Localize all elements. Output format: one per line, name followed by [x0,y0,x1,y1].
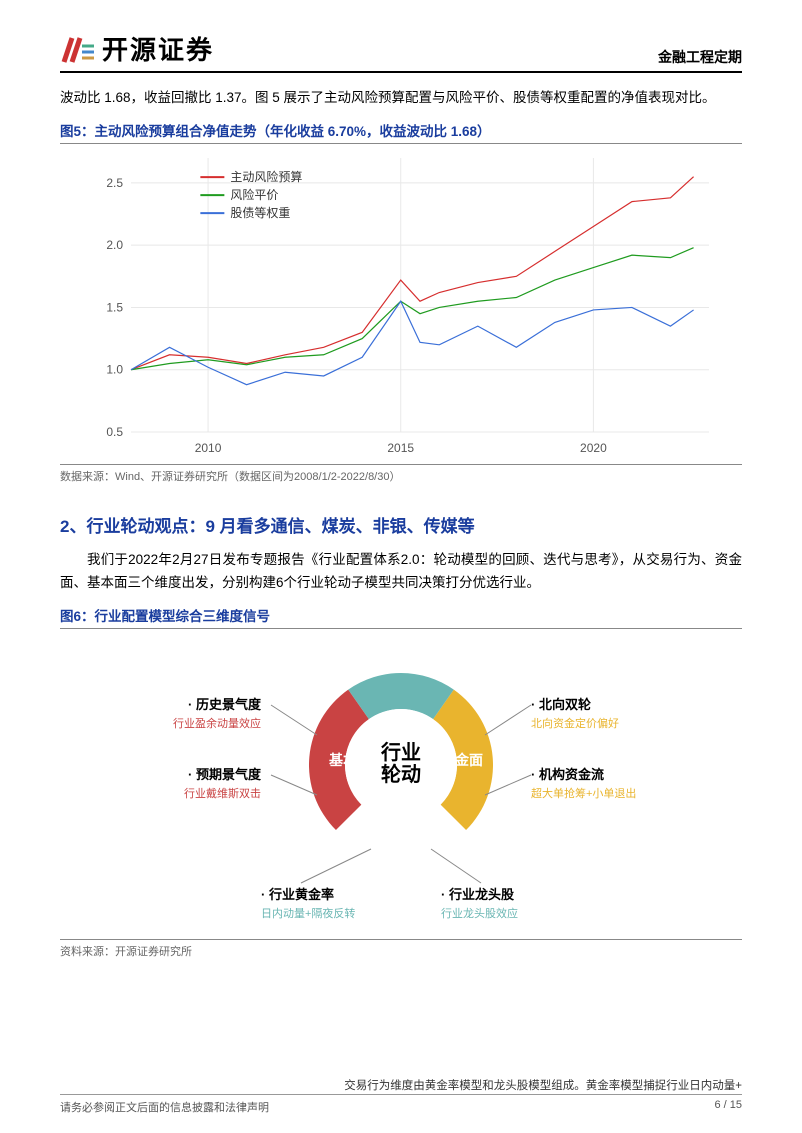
svg-text:2.0: 2.0 [106,238,123,252]
section2-heading: 2、行业轮动观点：9 月看多通信、煤炭、非银、传媒等 [60,512,742,537]
logo: 开源证券 [60,30,214,67]
fig6-source: 资料来源：开源证券研究所 [60,939,742,959]
svg-text:0.5: 0.5 [106,425,123,439]
svg-text:股债等权重: 股债等权重 [230,206,290,220]
fig5-title: 图5：主动风险预算组合净值走势（年化收益 6.70%，收益波动比 1.68） [60,120,742,144]
footer-pagenum: 6 / 15 [714,1099,742,1115]
fig5-source: 数据来源：Wind、开源证券研究所（数据区间为2008/1/2-2022/8/3… [60,464,742,484]
svg-text:2020: 2020 [580,441,607,455]
fig6-title: 图6：行业配置模型综合三维度信号 [60,605,742,629]
donut-center-label: 行业轮动 [381,742,421,786]
svg-text:2010: 2010 [195,441,222,455]
fig5-chart: 0.5 1.0 1.5 2.0 2.5 2010 2015 2020 主动风险预算风险平价股债等… [81,150,721,460]
logo-icon [60,32,94,66]
svg-text:2.5: 2.5 [106,176,123,190]
svg-text:1.0: 1.0 [106,363,123,377]
section2-para: 我们于2022年2月27日发布专题报告《行业配置体系2.0：轮动模型的回顾、迭代… [60,549,742,595]
svg-text:风险平价: 风险平价 [230,187,278,202]
page-footer: 请务必参阅正文后面的信息披露和法律声明 6 / 15 [60,1094,742,1115]
company-name: 开源证券 [102,30,214,67]
footer-disclaimer: 请务必参阅正文后面的信息披露和法律声明 [60,1099,269,1115]
intro-paragraph: 波动比 1.68，收益回撤比 1.37。图 5 展示了主动风险预算配置与风险平价… [60,87,742,110]
svg-text:主动风险预算: 主动风险预算 [230,169,302,184]
tail-paragraph: 交易行为维度由黄金率模型和龙头股模型组成。黄金率模型捕捉行业日内动量+ [344,1077,742,1093]
fig6-diagram: 行业轮动 基本面资金面交易行为· 历史景气度行业盈余动量效应· 预期景气度行业戴… [81,635,721,935]
doc-category: 金融工程定期 [658,47,742,67]
page-header: 开源证券 金融工程定期 [60,30,742,73]
svg-text:1.5: 1.5 [106,300,123,314]
svg-text:2015: 2015 [387,441,414,455]
